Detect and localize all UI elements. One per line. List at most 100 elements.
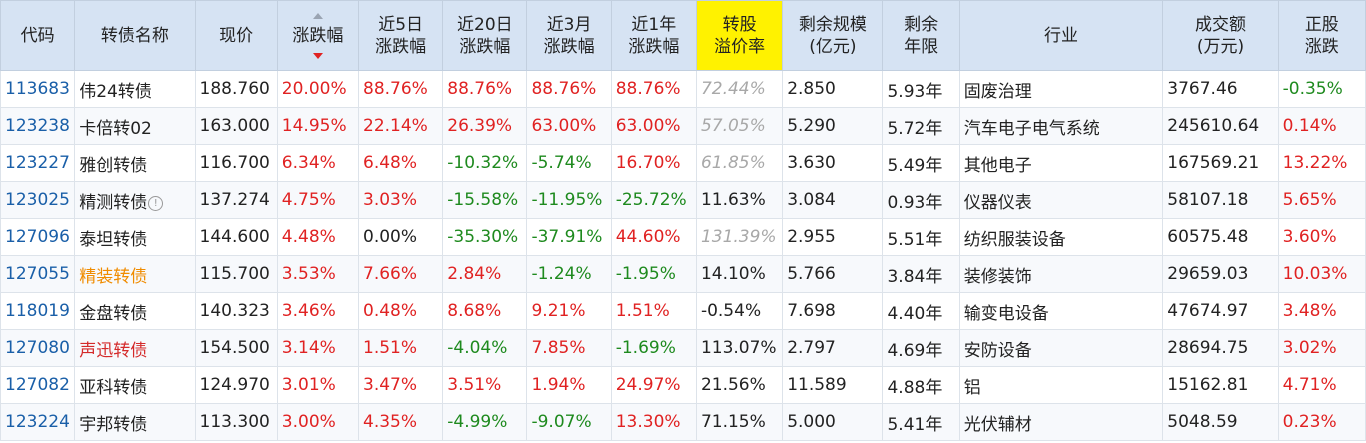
industry-cell: 光伏辅材 bbox=[958, 403, 1164, 441]
chg5d-cell: 3.47% bbox=[358, 366, 444, 404]
years-cell: 4.69年 bbox=[882, 329, 960, 367]
bond-name[interactable]: 亚科转债 bbox=[74, 366, 196, 404]
header-scale[interactable]: 剩余规模 (亿元) bbox=[782, 0, 884, 71]
stock-chg-cell: 3.02% bbox=[1277, 329, 1366, 367]
change-cell: 3.14% bbox=[276, 329, 360, 367]
bond-code-link[interactable]: 123227 bbox=[0, 144, 76, 182]
sort-arrows-icon[interactable]: 涨跌幅 bbox=[292, 12, 343, 59]
chg5d-cell: 4.35% bbox=[358, 403, 444, 441]
industry-cell: 安防设备 bbox=[958, 329, 1164, 367]
table-row[interactable]: 123224 宇邦转债 113.300 3.00% 4.35% -4.99% -9.07% 1… bbox=[0, 403, 1366, 441]
header-industry[interactable]: 行业 bbox=[958, 0, 1164, 71]
table-row[interactable]: 118019 金盘转债 140.323 3.46% 0.48% 8.68% 9.21% 1.5… bbox=[0, 292, 1366, 330]
bond-name[interactable]: 泰坦转债 bbox=[74, 218, 196, 256]
info-circle-icon[interactable]: ! bbox=[148, 195, 164, 211]
table-row[interactable]: 123238 卡倍转02 163.000 14.95% 22.14% 26.39% 63.0… bbox=[0, 107, 1366, 145]
header-turnover[interactable]: 成交额 (万元) bbox=[1162, 0, 1279, 71]
scale-cell: 5.290 bbox=[782, 107, 884, 145]
change-cell: 20.00% bbox=[276, 70, 360, 108]
scale-cell: 2.955 bbox=[782, 218, 884, 256]
bond-code-link[interactable]: 118019 bbox=[0, 292, 76, 330]
premium-cell: 71.15% bbox=[695, 403, 784, 441]
table-row[interactable]: 127082 亚科转债 124.970 3.01% 3.47% 3.51% 1.94% 24.… bbox=[0, 366, 1366, 404]
chg3m-cell: -37.91% bbox=[526, 218, 612, 256]
header-chg1y[interactable]: 近1年 涨跌幅 bbox=[610, 0, 697, 71]
chg5d-cell: 3.03% bbox=[358, 181, 444, 219]
industry-cell: 仪器仪表 bbox=[958, 181, 1164, 219]
years-cell: 5.72年 bbox=[882, 107, 960, 145]
years-cell: 0.93年 bbox=[882, 181, 960, 219]
chg5d-cell: 22.14% bbox=[358, 107, 444, 145]
stock-chg-cell: 3.48% bbox=[1277, 292, 1366, 330]
chg1y-cell: 24.97% bbox=[610, 366, 697, 404]
bond-name[interactable]: 宇邦转债 bbox=[74, 403, 196, 441]
table-row[interactable]: 127096 泰坦转债 144.600 4.48% 0.00% -35.30% -37.91… bbox=[0, 218, 1366, 256]
bond-name-label: 伟24转债 bbox=[79, 81, 152, 102]
bond-name-label: 金盘转债 bbox=[79, 303, 148, 324]
bond-code-link[interactable]: 127055 bbox=[0, 255, 76, 293]
header-name[interactable]: 转债名称 bbox=[74, 0, 196, 71]
table-row[interactable]: 113683 伟24转债 188.760 20.00% 88.76% 88.76% 88.7… bbox=[0, 70, 1366, 108]
chg1y-cell: -25.72% bbox=[610, 181, 697, 219]
scale-cell: 5.766 bbox=[782, 255, 884, 293]
header-years[interactable]: 剩余 年限 bbox=[882, 0, 960, 71]
bond-name[interactable]: 雅创转债 bbox=[74, 144, 196, 182]
table-row[interactable]: 127055 精装转债 115.700 3.53% 7.66% 2.84% -1.24% -1… bbox=[0, 255, 1366, 293]
header-price[interactable]: 现价 bbox=[194, 0, 278, 71]
turnover-cell: 167569.21 bbox=[1162, 144, 1279, 182]
years-cell: 5.51年 bbox=[882, 218, 960, 256]
chg1y-cell: 13.30% bbox=[610, 403, 697, 441]
header-chg20d[interactable]: 近20日 涨跌幅 bbox=[442, 0, 528, 71]
header-change[interactable]: 涨跌幅 bbox=[276, 0, 360, 71]
header-chg3m[interactable]: 近3月 涨跌幅 bbox=[526, 0, 612, 71]
premium-cell: 131.39% bbox=[695, 218, 784, 256]
price-cell: 115.700 bbox=[194, 255, 278, 293]
change-cell: 4.75% bbox=[276, 181, 360, 219]
chg1y-cell: -1.69% bbox=[610, 329, 697, 367]
scale-cell: 7.698 bbox=[782, 292, 884, 330]
premium-cell: 57.05% bbox=[695, 107, 784, 145]
bond-code-link[interactable]: 123224 bbox=[0, 403, 76, 441]
chg20d-cell: 88.76% bbox=[442, 70, 528, 108]
bond-name-label: 泰坦转债 bbox=[79, 229, 148, 250]
bond-name[interactable]: 精测转债! bbox=[74, 181, 196, 219]
bond-name[interactable]: 金盘转债 bbox=[74, 292, 196, 330]
bond-name[interactable]: 伟24转债 bbox=[74, 70, 196, 108]
turnover-cell: 58107.18 bbox=[1162, 181, 1279, 219]
change-cell: 3.00% bbox=[276, 403, 360, 441]
bond-name[interactable]: 声迅转债 bbox=[74, 329, 196, 367]
table-row[interactable]: 127080 声迅转债 154.500 3.14% 1.51% -4.04% 7.85% -1… bbox=[0, 329, 1366, 367]
bond-code-link[interactable]: 123238 bbox=[0, 107, 76, 145]
bond-code-link[interactable]: 113683 bbox=[0, 70, 76, 108]
scale-cell: 11.589 bbox=[782, 366, 884, 404]
chg1y-cell: 88.76% bbox=[610, 70, 697, 108]
change-cell: 6.34% bbox=[276, 144, 360, 182]
bond-name[interactable]: 精装转债 bbox=[74, 255, 196, 293]
table-row[interactable]: 123227 雅创转债 116.700 6.34% 6.48% -10.32% -5.74%… bbox=[0, 144, 1366, 182]
price-cell: 140.323 bbox=[194, 292, 278, 330]
stock-chg-cell: 0.14% bbox=[1277, 107, 1366, 145]
header-chg5d[interactable]: 近5日 涨跌幅 bbox=[358, 0, 444, 71]
header-code[interactable]: 代码 bbox=[0, 0, 76, 71]
price-cell: 163.000 bbox=[194, 107, 278, 145]
industry-cell: 铝 bbox=[958, 366, 1164, 404]
industry-cell: 固废治理 bbox=[958, 70, 1164, 108]
bond-code-link[interactable]: 127096 bbox=[0, 218, 76, 256]
industry-cell: 装修装饰 bbox=[958, 255, 1164, 293]
table-row[interactable]: 123025 精测转债! 137.274 4.75% 3.03% -15.58% -11.9… bbox=[0, 181, 1366, 219]
industry-cell: 纺织服装设备 bbox=[958, 218, 1164, 256]
price-cell: 137.274 bbox=[194, 181, 278, 219]
bond-code-link[interactable]: 123025 bbox=[0, 181, 76, 219]
stock-chg-cell: 0.23% bbox=[1277, 403, 1366, 441]
chg20d-cell: -35.30% bbox=[442, 218, 528, 256]
bond-code-link[interactable]: 127080 bbox=[0, 329, 76, 367]
header-stock-chg[interactable]: 正股 涨跌 bbox=[1277, 0, 1366, 71]
years-cell: 3.84年 bbox=[882, 255, 960, 293]
bond-name-label: 雅创转债 bbox=[79, 155, 148, 176]
bond-name[interactable]: 卡倍转02 bbox=[74, 107, 196, 145]
chg1y-cell: 16.70% bbox=[610, 144, 697, 182]
header-premium[interactable]: 转股 溢价率 bbox=[695, 0, 784, 71]
chg5d-cell: 0.48% bbox=[358, 292, 444, 330]
bond-code-link[interactable]: 127082 bbox=[0, 366, 76, 404]
